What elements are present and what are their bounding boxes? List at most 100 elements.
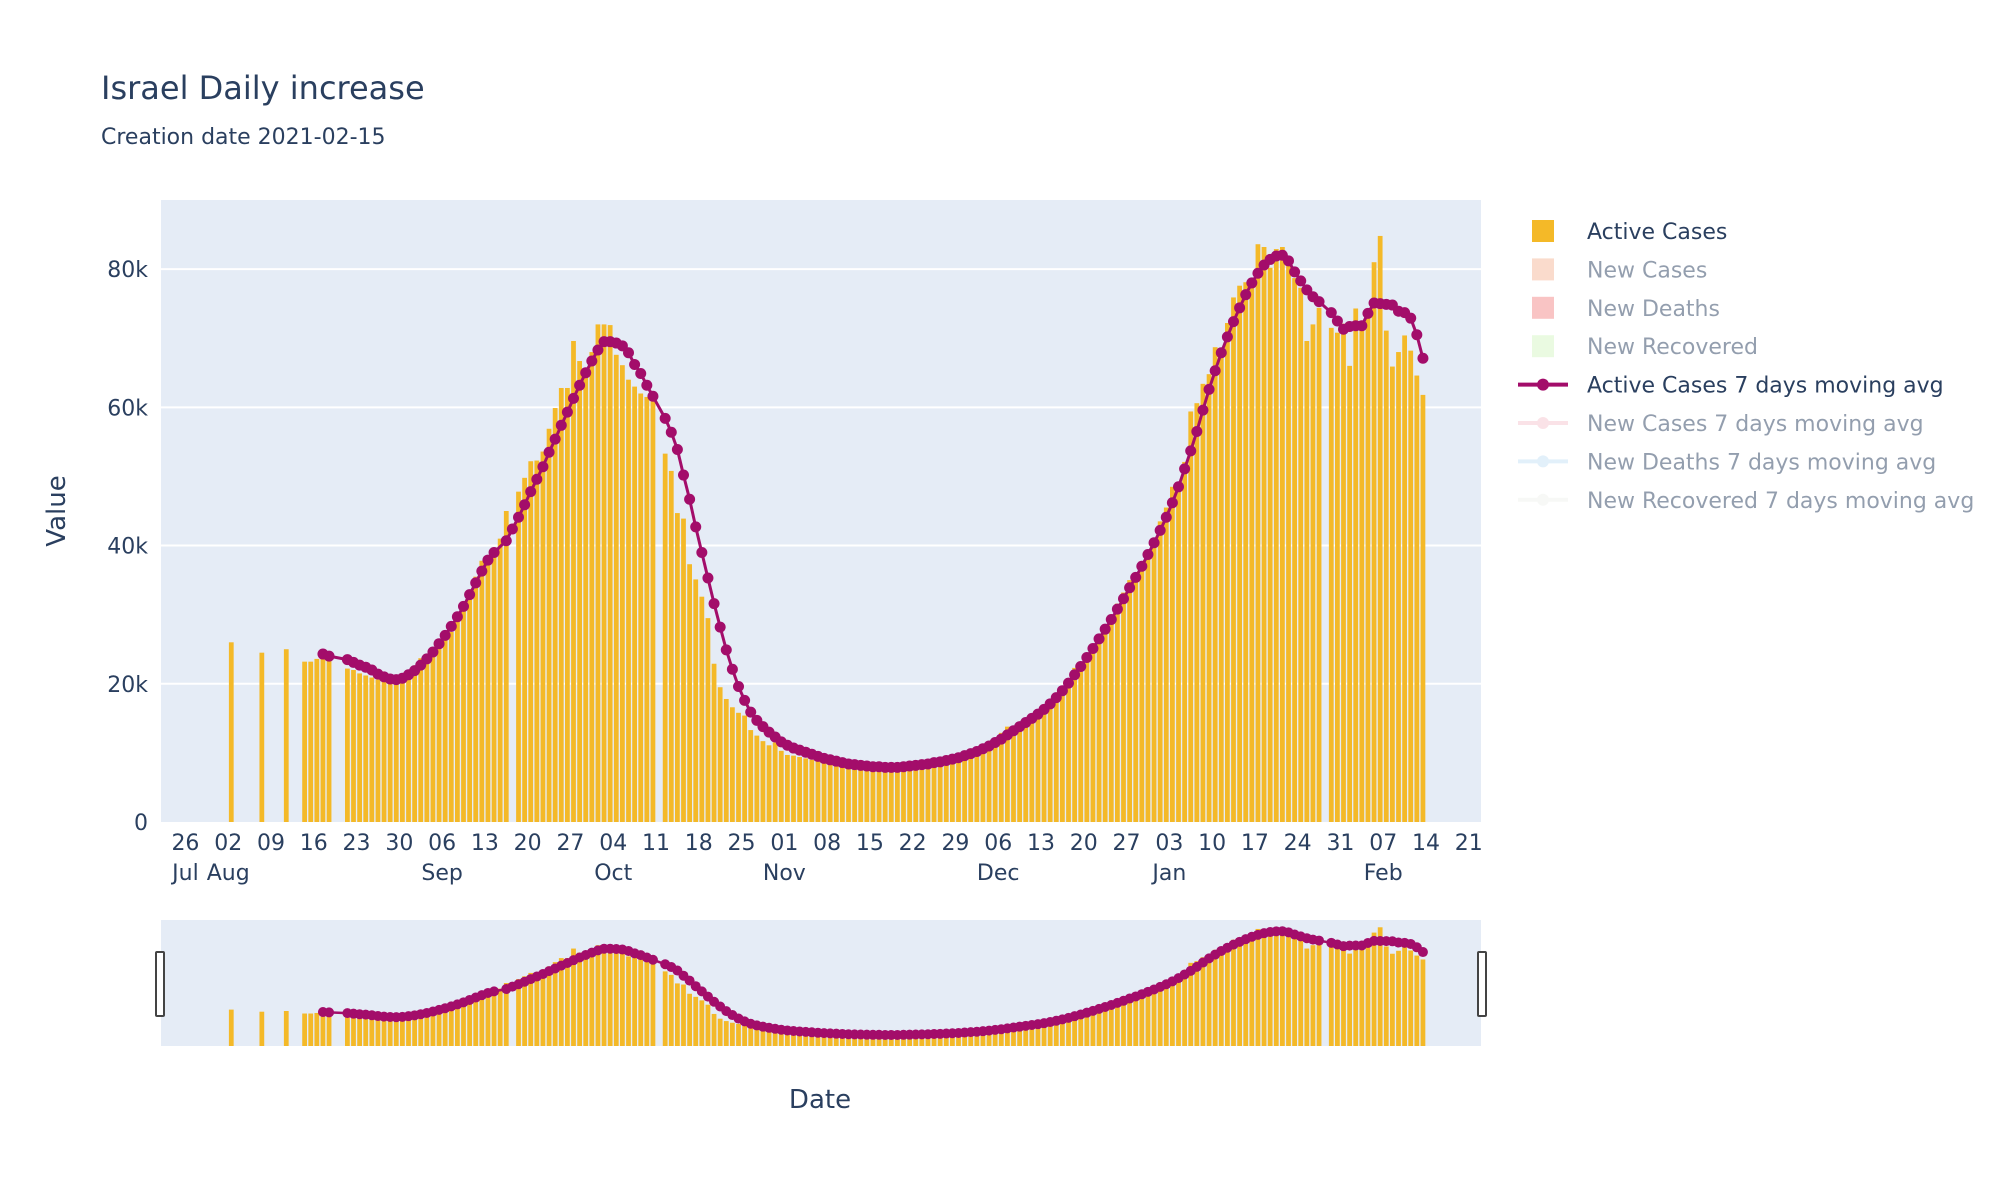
active-cases-bar[interactable] [448, 631, 454, 822]
active-cases-bar[interactable] [1280, 246, 1285, 823]
active-cases-bar[interactable] [442, 638, 448, 822]
legend-item[interactable]: New Deaths 7 days moving avg [1518, 450, 1936, 475]
active-cases-bar[interactable] [1365, 318, 1371, 822]
slider-bar[interactable] [571, 948, 576, 1046]
slider-bar[interactable] [962, 1033, 967, 1046]
active-cases-bar[interactable] [1035, 710, 1041, 822]
slider-bar[interactable] [467, 999, 472, 1046]
slider-bar[interactable] [980, 1031, 986, 1046]
active-cases-bar[interactable] [412, 665, 417, 822]
slider-bar[interactable] [998, 1027, 1004, 1046]
active-cases-bar[interactable] [461, 606, 466, 822]
slider-bar[interactable] [522, 976, 527, 1046]
active-cases-bar[interactable] [283, 649, 289, 822]
slider-bar[interactable] [1212, 949, 1218, 1046]
active-cases-bar[interactable] [717, 687, 723, 822]
slider-bar[interactable] [852, 1034, 857, 1046]
active-cases-bar[interactable] [1090, 644, 1096, 822]
slider-bar[interactable] [308, 1013, 314, 1046]
moving-avg-marker[interactable] [1234, 302, 1246, 314]
active-cases-bar[interactable] [998, 732, 1004, 822]
slider-bar[interactable] [931, 1034, 937, 1046]
moving-avg-marker[interactable] [574, 379, 586, 391]
active-cases-bar[interactable] [1053, 694, 1059, 822]
active-cases-bar[interactable] [1310, 324, 1316, 822]
active-cases-bar[interactable] [528, 461, 534, 822]
active-cases-bar[interactable] [595, 324, 601, 822]
active-cases-bar[interactable] [369, 677, 375, 822]
slider-bar[interactable] [1243, 936, 1249, 1046]
moving-avg-marker[interactable] [629, 358, 641, 370]
active-cases-bar[interactable] [772, 742, 778, 822]
active-cases-bar[interactable] [1017, 724, 1022, 822]
slider-bar[interactable] [503, 983, 509, 1046]
slider-bar[interactable] [1371, 932, 1377, 1046]
active-cases-bar[interactable] [693, 579, 699, 822]
active-cases-bar[interactable] [601, 324, 607, 822]
active-cases-bar[interactable] [522, 477, 527, 822]
slider-bar[interactable] [1365, 943, 1371, 1046]
main-plot-area[interactable] [161, 200, 1481, 822]
active-cases-bar[interactable] [1182, 461, 1187, 822]
active-cases-bar[interactable] [1170, 486, 1175, 822]
slider-bar[interactable] [1170, 978, 1175, 1046]
slider-bar[interactable] [1261, 929, 1267, 1046]
active-cases-bar[interactable] [760, 741, 766, 822]
slider-bar[interactable] [858, 1035, 864, 1046]
slider-bar[interactable] [778, 1031, 784, 1046]
slider-bar[interactable] [785, 1032, 790, 1046]
active-cases-bar[interactable] [785, 754, 790, 822]
active-cases-bar[interactable] [888, 769, 894, 822]
active-cases-bar[interactable] [766, 745, 772, 822]
active-cases-bar[interactable] [308, 661, 314, 822]
active-cases-bar[interactable] [687, 564, 692, 822]
active-cases-bar[interactable] [931, 765, 937, 822]
slider-bar[interactable] [534, 972, 540, 1046]
slider-bar[interactable] [1072, 1014, 1077, 1046]
moving-avg-marker[interactable] [543, 446, 555, 458]
slider-bar[interactable] [821, 1033, 827, 1046]
active-cases-bar[interactable] [558, 387, 564, 822]
slider-bar[interactable] [363, 1016, 369, 1046]
active-cases-bar[interactable] [1225, 323, 1230, 822]
active-cases-bar[interactable] [1139, 567, 1145, 822]
active-cases-bar[interactable] [681, 518, 686, 822]
slider-bar[interactable] [1408, 950, 1414, 1046]
slider-bar[interactable] [1139, 994, 1145, 1046]
slider-bar[interactable] [400, 1016, 405, 1046]
slider-bar[interactable] [705, 1004, 711, 1046]
slider-bar[interactable] [1359, 945, 1365, 1046]
slider-bar[interactable] [1420, 959, 1426, 1046]
active-cases-bar[interactable] [497, 538, 503, 822]
slider-bar[interactable] [607, 945, 613, 1046]
slider-bar[interactable] [601, 945, 607, 1046]
slider-bar[interactable] [583, 955, 589, 1046]
moving-avg-marker[interactable] [537, 461, 549, 473]
slider-bar[interactable] [320, 1012, 326, 1046]
moving-avg-marker[interactable] [1289, 266, 1301, 278]
slider-bar[interactable] [326, 1012, 332, 1046]
slider-bar[interactable] [1127, 997, 1132, 1046]
moving-avg-marker[interactable] [500, 535, 512, 547]
active-cases-bar[interactable] [1072, 667, 1077, 822]
slider-bar[interactable] [455, 1005, 460, 1046]
slider-bar[interactable] [638, 959, 644, 1046]
moving-avg-marker[interactable] [482, 554, 494, 566]
active-cases-bar[interactable] [534, 460, 540, 822]
moving-avg-marker[interactable] [427, 646, 439, 658]
slider-bar[interactable] [540, 970, 546, 1046]
slider-bar[interactable] [870, 1035, 876, 1046]
active-cases-bar[interactable] [852, 767, 857, 822]
active-cases-bar[interactable] [876, 768, 882, 822]
active-cases-bar[interactable] [1353, 308, 1359, 822]
active-cases-bar[interactable] [632, 386, 637, 822]
moving-avg-marker[interactable] [1411, 329, 1423, 341]
slider-moving-avg-marker[interactable] [1417, 947, 1428, 958]
slider-bar[interactable] [1218, 951, 1224, 1046]
active-cases-bar[interactable] [1218, 356, 1224, 822]
active-cases-bar[interactable] [821, 762, 827, 822]
moving-avg-marker[interactable] [1154, 524, 1166, 536]
active-cases-bar[interactable] [901, 768, 906, 822]
active-cases-bar[interactable] [1390, 366, 1395, 822]
active-cases-bar[interactable] [925, 766, 931, 822]
